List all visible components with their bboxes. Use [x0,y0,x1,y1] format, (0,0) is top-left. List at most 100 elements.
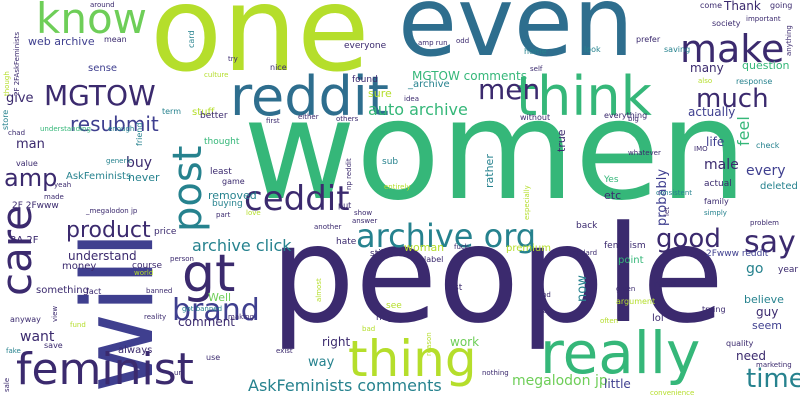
word-fake: fake [6,347,21,355]
word-prefer: prefer [636,35,661,44]
word-understand: understand [68,249,137,263]
word-fund: fund [70,321,86,329]
word-given: given [616,285,636,293]
word-quality: quality [726,339,754,348]
word-especially: especially [523,185,531,220]
word-culture: culture [204,71,229,79]
word-idea: idea [404,95,419,103]
word-standard: standard [566,249,598,257]
word-also: also [698,77,713,85]
word-kind: kind [536,291,551,299]
word-nice: nice [270,63,287,72]
word-show: show [354,209,373,217]
word-care: care [0,204,41,296]
word-amp-run: amp run [418,39,448,47]
word-guy: guy [756,305,779,319]
word-yes: Yes [604,175,619,185]
word-know: know [36,0,147,43]
word-response: response [736,77,773,86]
word-say: say [744,225,796,260]
word-seem: seem [752,319,782,332]
word-others: others [336,115,359,123]
word-fact: fact [86,287,102,296]
word-every: every [746,163,786,179]
word-web-archive: web archive [28,35,95,48]
word-deleted: deleted [760,181,798,192]
word-big: big [628,115,639,123]
word-view: view [51,305,59,322]
word-sense: sense [88,63,118,74]
word-world: world [134,269,154,277]
word-always: always [118,345,153,356]
word-think: think [516,65,652,128]
word-yeah: yeah [54,181,72,189]
word-whatever: whatever [628,149,661,157]
word-probably: probably [655,168,670,226]
word-back: back [576,221,598,231]
word-comment: comment [178,315,236,329]
word-card: card [187,30,196,48]
word-now: now [575,275,590,302]
word-give: give [6,91,34,106]
word-check: check [756,141,780,150]
word-question: question [742,59,790,72]
word-understanding: understanding [40,125,91,133]
word-2f-2faskfeminists: 2F 2FAskFeminists [13,31,21,96]
word-way: way [308,355,335,370]
word-either: either [298,113,319,121]
word-askfeminists-comments: AskFeminists comments [248,376,442,395]
word-rather: rather [483,154,496,188]
word-put: put [338,201,352,210]
word-still: still [370,249,386,259]
word-want: want [20,329,55,345]
word-come: come [700,1,723,10]
word-least: least [210,167,232,177]
word-mgtow-comments: MGTOW comments [412,69,527,83]
word-never: never [128,171,160,184]
word-trying: trying [702,305,726,314]
word-np-reddit: np reddit [345,158,353,190]
word-fuck: fuck [454,243,469,251]
word-right: right [322,335,351,349]
word-man: man [16,137,45,152]
word-generic: generic [106,157,133,165]
word-actual: actual [704,179,732,189]
word-value: value [16,159,38,168]
word-better: better [200,111,228,121]
word-make: make [680,27,785,71]
word-need: need [736,349,766,363]
word-price: price [154,227,177,237]
word-home: home [524,47,547,56]
word-anything: anything [785,25,793,56]
word-askfeminists: AskFeminists [66,171,132,182]
word-entirely: entirely [384,183,411,191]
word-let: let [663,207,671,216]
word-society: society [712,19,741,28]
word-url: url [174,369,184,377]
word-important: important [746,15,781,23]
word-something: something [36,285,89,296]
word-feel: feel [734,116,753,146]
word-store: store [1,109,10,130]
word-term: term [162,107,181,116]
word-answer: answer [352,217,378,225]
word-archive-org: archive org [356,217,537,255]
word-mgtow: MGTOW [44,79,156,112]
word-resubmit: resubmit [70,112,159,136]
word-time: time [746,364,800,394]
word-stuff: stuff [192,107,215,118]
word-reason: reason [425,332,433,356]
word-without: without [520,113,551,122]
word-money: money [62,261,97,272]
word-around: around [90,1,115,9]
word-ceddit: ceddit [244,179,350,219]
word-course: course [132,261,163,271]
word-exist: exist [276,347,293,355]
word-removed: removed [208,189,257,202]
word-women: women [243,70,748,231]
word-sub: sub [382,157,399,167]
word-simply: simply [704,209,727,217]
word-believe: believe [744,293,784,306]
word-might: might [376,313,403,323]
